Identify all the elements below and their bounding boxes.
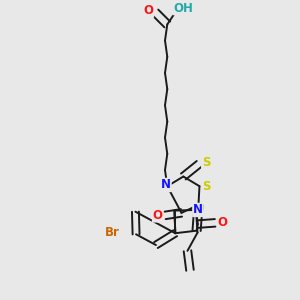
Text: O: O: [143, 4, 153, 17]
Text: O: O: [153, 209, 163, 222]
Text: N: N: [161, 178, 171, 191]
Text: S: S: [202, 180, 211, 193]
Text: O: O: [218, 216, 228, 229]
Text: OH: OH: [173, 2, 193, 15]
Text: N: N: [193, 203, 203, 217]
Text: S: S: [202, 156, 210, 169]
Text: Br: Br: [105, 226, 120, 239]
